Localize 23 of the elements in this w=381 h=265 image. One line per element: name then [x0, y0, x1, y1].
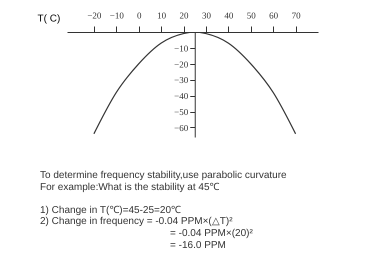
- x-tick-label: 50: [246, 10, 256, 20]
- y-tick-label: −20: [174, 59, 189, 70]
- text: 1) Change in T(℃)=45-25=20℃: [40, 205, 182, 216]
- x-tick-label: 30: [202, 10, 212, 20]
- x-tick-label: 0: [136, 10, 142, 20]
- y-tick-label: −30: [174, 75, 189, 86]
- text: For example:What is the stability at 45℃: [40, 182, 220, 193]
- x-tick-label: 20: [180, 10, 190, 20]
- x-axis-title: T( C): [38, 14, 60, 24]
- x-tick-label: 70: [292, 10, 302, 20]
- y-tick-label: −10: [174, 43, 189, 54]
- text: = -16.0 PPM: [170, 240, 226, 251]
- y-tick-label: −60: [174, 122, 189, 133]
- x-tick-label: 10: [157, 10, 167, 20]
- x-tick-label: −10: [110, 10, 124, 20]
- text: = -0.04 PPM×(20)²: [170, 228, 254, 239]
- x-tick-label: −20: [87, 10, 102, 20]
- y-tick-label: −40: [174, 91, 189, 102]
- text: 2) Change in frequency = -0.04 PPM×(△T)²: [40, 216, 234, 227]
- text: To determine frequency stability,use parabolic curvature: [40, 170, 288, 181]
- y-tick-label: −50: [174, 107, 189, 118]
- x-tick-label: 60: [269, 10, 279, 20]
- x-tick-label: 40: [224, 10, 234, 20]
